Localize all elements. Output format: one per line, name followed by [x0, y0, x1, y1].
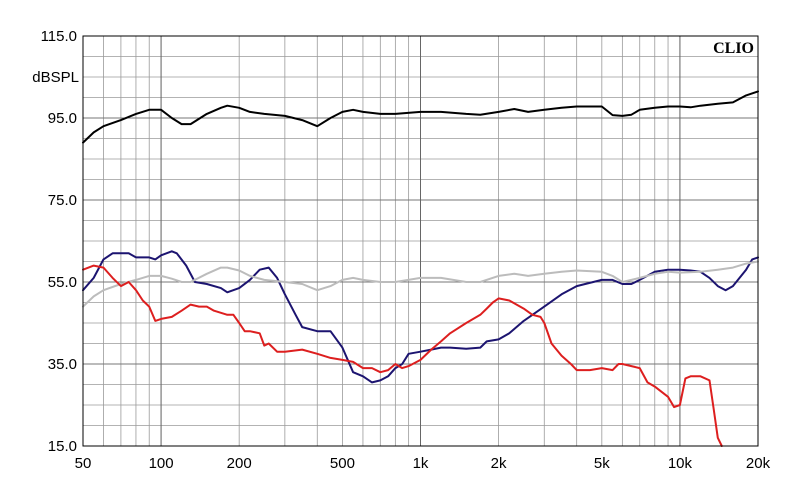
x-tick-label: 10k	[668, 455, 693, 472]
y-tick-label: 115.0	[41, 28, 77, 45]
x-tick-label: 20k	[746, 455, 771, 472]
x-tick-label: 200	[227, 455, 252, 472]
series-line-1	[82, 90, 759, 144]
y-tick-labels: 115.0 95.0 75.0 55.0 35.0 15.0	[41, 28, 77, 455]
y-tick-label: 35.0	[48, 356, 77, 373]
plot-frame	[82, 35, 759, 447]
series-line-3	[82, 260, 759, 308]
x-tick-label: 500	[330, 455, 355, 472]
y-tick-label: 75.0	[48, 192, 77, 209]
y-tick-label: 15.0	[48, 438, 77, 455]
x-tick-label: 2k	[491, 455, 507, 472]
x-tick-label: 5k	[594, 455, 610, 472]
x-tick-label: 100	[149, 455, 174, 472]
clio-brand-label: CLIO	[713, 40, 754, 57]
series-layer	[82, 90, 759, 447]
minor-grid	[83, 36, 758, 446]
x-tick-label: 1k	[413, 455, 429, 472]
x-tick-label: 50	[75, 455, 92, 472]
y-tick-label: 95.0	[48, 110, 77, 127]
series-line-2	[82, 250, 759, 384]
y-axis-label: dBSPL	[32, 69, 79, 86]
series-line-4	[82, 264, 723, 447]
x-tick-labels: 50 100 200 500 1k 2k 5k 10k 20k	[75, 455, 771, 472]
y-tick-label: 55.0	[48, 274, 77, 291]
major-grid	[160, 36, 681, 446]
